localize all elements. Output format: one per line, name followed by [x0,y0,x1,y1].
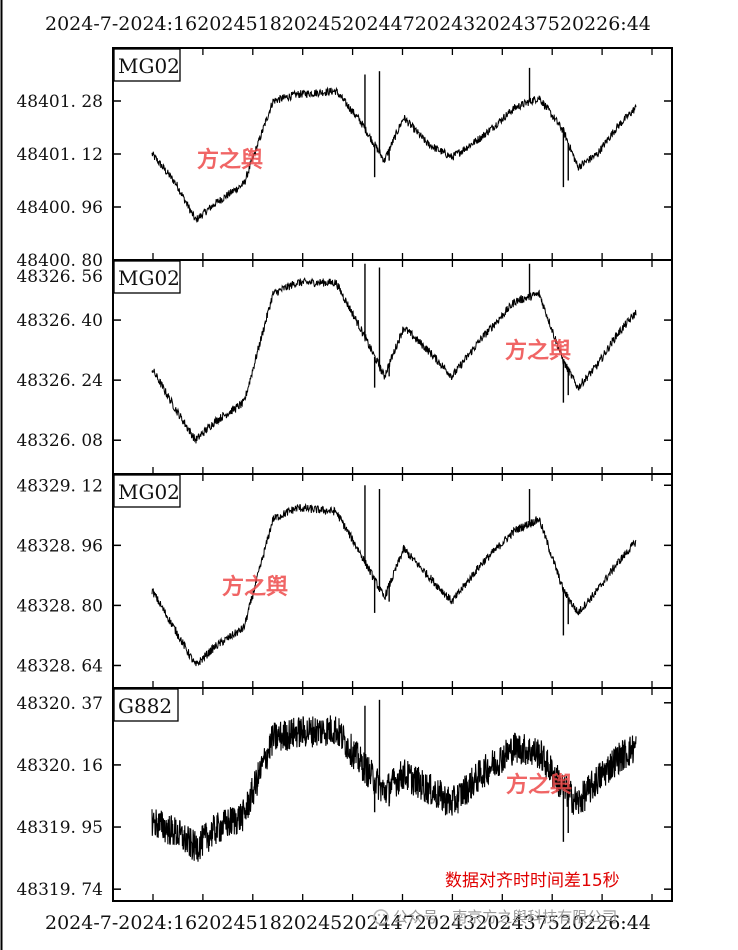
wechat-footer: 公众号 · 南京方之舆科技有限公司 [373,908,617,926]
sensor-label-box [113,48,181,82]
panel-3: 48329. 12 48328. 96 48328. 80 48328. 64 MG02 [16,473,673,689]
y-tick-label: 48329. 12 [16,476,103,496]
y-tick-label: 48328. 96 [16,536,103,556]
y-tick-label: 48328. 64 [16,656,103,676]
bottom-x-tick-labels: 2024-7-2024:1620245182024520244720243202… [45,912,651,934]
watermark-1: 方之舆 [197,147,263,173]
time-difference-note: 数据对齐时时间差15秒 [445,871,620,891]
y-tick-label: 48401. 12 [16,145,103,165]
y-tick-label: 48400. 80 [16,251,103,271]
y-tick-label: 48326. 24 [16,371,103,391]
watermark-4: 方之舆 [506,772,572,798]
y-tick-label: 48326. 40 [16,311,103,331]
top-x-tick-labels: 2024-7-2024:1620245182024520244720243202… [45,13,651,35]
series-line [151,502,637,667]
y-tick-label: 48401. 28 [16,92,103,112]
y-tick-label: 48319. 95 [16,818,103,838]
sensor-label-box [113,474,181,508]
sensor-label-box [113,260,181,294]
panel-4: 48320. 37 48320. 16 48319. 95 48319. 74 G882 [16,687,673,902]
y-tick-label-top: 48326. 56 [16,267,103,287]
y-tick-label: 48320. 37 [16,694,103,714]
sensor-label: G882 [118,694,172,718]
sensor-label: MG02 [118,266,180,290]
panels-group: 48401. 28 48401. 12 48400. 96 48400. 80 MG02… [16,47,673,902]
y-tick-label: 48326. 08 [16,431,103,451]
sensor-label-box [113,688,179,722]
watermark-3: 方之舆 [222,574,288,600]
panel-frame [112,687,673,902]
wechat-icon-dot [377,913,381,917]
sensor-label: MG02 [118,480,180,504]
panel-1: 48401. 28 48401. 12 48400. 96 48400. 80 MG02 [16,47,673,271]
watermark-2: 方之舆 [505,338,571,364]
wechat-icon-dot [382,913,386,917]
series-line [151,277,637,444]
wechat-label: 公众号 · 南京方之舆科技有限公司 [393,908,617,926]
y-tick-label: 48400. 96 [16,198,103,218]
y-tick-label: 48328. 80 [16,596,103,616]
series-line [151,715,637,862]
wechat-icon [373,909,389,925]
y-tick-label: 48319. 74 [16,880,103,900]
y-tick-label: 48320. 16 [16,756,103,776]
sensor-label: MG02 [118,54,180,78]
series-line [151,86,637,223]
